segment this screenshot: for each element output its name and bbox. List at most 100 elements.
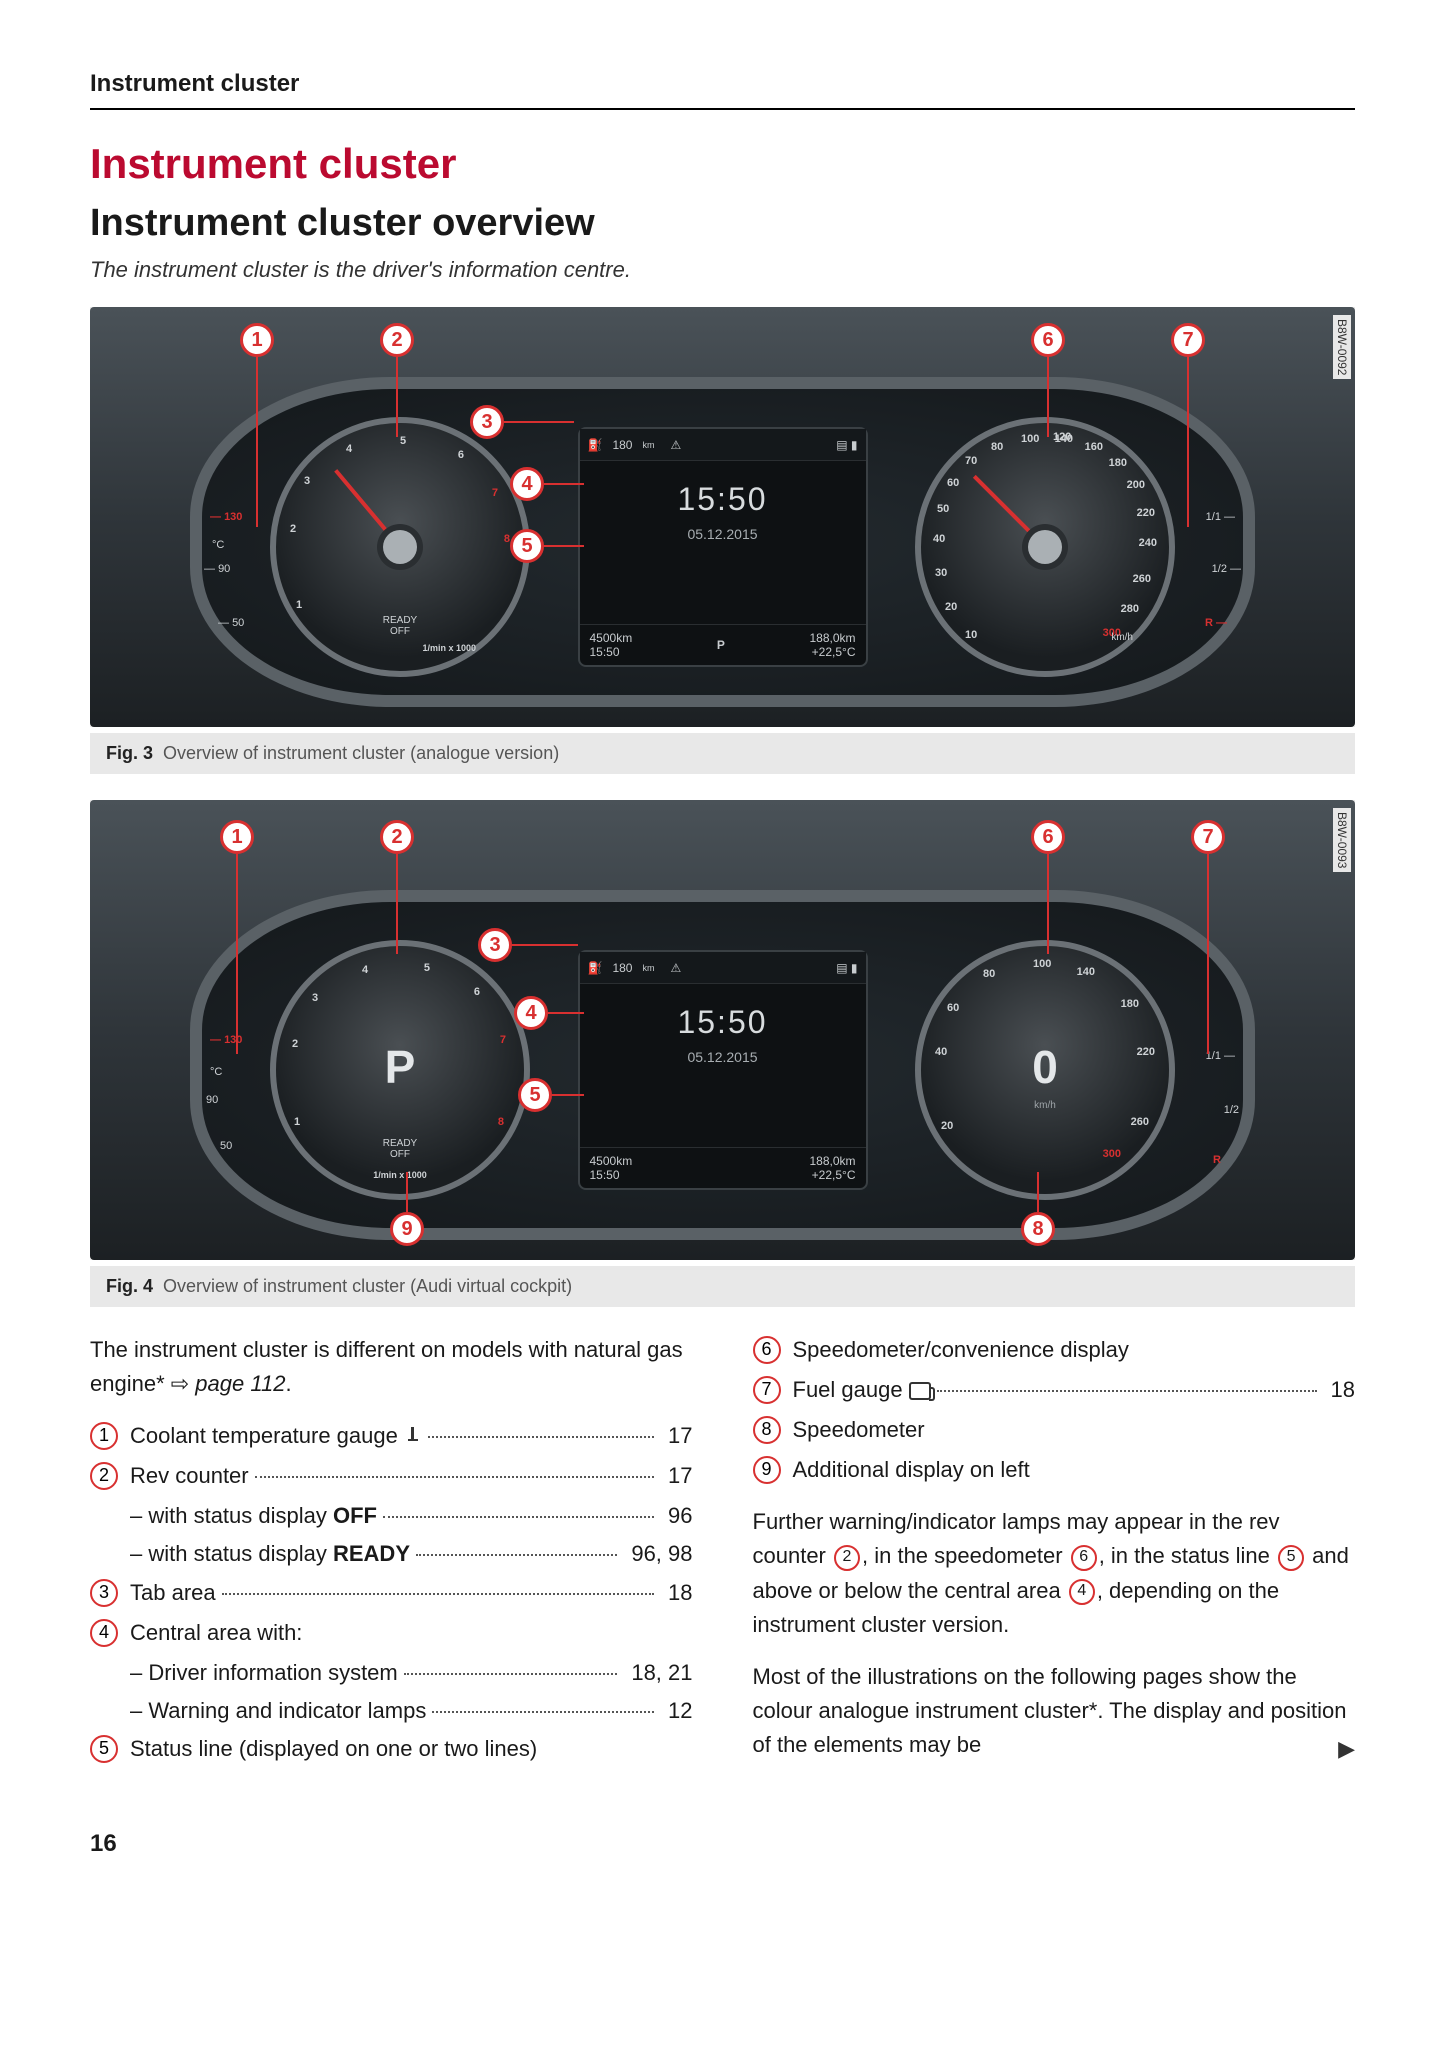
status-icons: ▤ ▮ [836,961,857,975]
clock-date: 05.12.2015 [580,526,866,542]
center-display: ⛽ 180 km ⚠ ▤ ▮ 15:50 05.12.2015 4500km 1… [578,427,868,667]
note-paragraph: Most of the illustrations on the followi… [753,1660,1356,1762]
callout-7: 7 [1191,820,1225,854]
callout-2: 2 [380,820,414,854]
legend-page: 18 [660,1576,692,1610]
tach-label: 8 [498,1116,504,1128]
legend-item: 4Central area with: [90,1616,693,1650]
callout-7: 7 [1171,323,1205,357]
section-title: Instrument cluster overview [90,202,1355,245]
legend-number: 1 [90,1422,118,1450]
callout-1: 1 [220,820,254,854]
coolant-temp-icon [404,1427,422,1447]
speedo-label: 100 [1021,433,1039,445]
speedo-label: 100 [1033,958,1051,970]
warning-icon: ⚠ [670,438,681,452]
range-value: 180 [612,961,632,975]
fuel-gauge: 1/1 — 1/2 — R — [1125,507,1235,657]
range-unit: km [642,963,654,973]
warning-icon: ⚠ [670,961,681,975]
legend-page: 17 [660,1459,692,1493]
callout-2: 2 [380,323,414,357]
speedo-label: 140 [1055,433,1073,445]
range-unit: km [642,440,654,450]
speedo-label: 40 [935,1046,947,1058]
tach-label: 6 [458,449,464,461]
ready-badge: READY OFF [383,615,417,637]
speedo-label: 180 [1109,457,1127,469]
ref-circle-2: 2 [834,1545,860,1571]
legend-item: 2Rev counter17 [90,1459,693,1493]
legend-sub-item: – with status display READY96, 98 [130,1537,693,1571]
tach-label: 8 [504,533,510,545]
clock-time: 15:50 [580,481,866,518]
figure-3: B8W-0092 1 2 3 4 5 6 7 8 READY OFF 1/min… [90,307,1355,727]
clock-time: 15:50 [580,1004,866,1041]
status-bar: ⛽ 180 km ⚠ ▤ ▮ [580,429,866,461]
speedo-label: 80 [991,441,1003,453]
status-bar: ⛽ 180 km ⚠ ▤ ▮ [580,952,866,984]
cluster-virtual: B8W-0093 P 1 2 3 4 5 6 7 8 READY OFF 1/m… [90,800,1355,1260]
speed-big: 0 [1032,1040,1058,1094]
legend-label: Tab area [130,1576,216,1610]
tach-label: 3 [312,992,318,1004]
warning-paragraph: Further warning/indicator lamps may appe… [753,1505,1356,1641]
image-code: B8W-0093 [1333,808,1351,872]
gear-indicator: P [717,638,725,652]
speedo-label: 50 [937,503,949,515]
legend-number: 6 [753,1336,781,1364]
ref-circle-5: 5 [1278,1545,1304,1571]
legend-page: 96, 98 [623,1537,692,1571]
legend-item: 1Coolant temperature gauge17 [90,1419,693,1453]
coolant-temp-gauge: — 130 °C 90 50 [210,1030,320,1180]
ref-circle-4: 4 [1069,1579,1095,1605]
cluster-analogue: B8W-0092 1 2 3 4 5 6 7 8 READY OFF 1/min… [90,307,1355,727]
tach-unit: 1/min x 1000 [422,643,476,653]
legend-number: 4 [90,1619,118,1647]
tach-label: 3 [304,475,310,487]
legend-number: 2 [90,1462,118,1490]
figure-4: B8W-0093 P 1 2 3 4 5 6 7 8 READY OFF 1/m… [90,800,1355,1260]
legend-item: 7Fuel gauge18 [753,1373,1356,1407]
speedo-label: 10 [965,629,977,641]
legend-item: 5Status line (displayed on one or two li… [90,1732,693,1766]
legend-page: 96 [660,1499,692,1533]
legend-label: Additional display on left [793,1453,1356,1487]
callout-1: 1 [240,323,274,357]
legend-item: 3Tab area18 [90,1576,693,1610]
legend-item: 9 Additional display on left [753,1453,1356,1487]
tach-label: 6 [474,986,480,998]
legend-label: Speedometer [793,1413,1356,1447]
gear-big: P [385,1040,416,1094]
legend-number: 9 [753,1456,781,1484]
speedo-label: 80 [983,968,995,980]
fuel-range-icon: ⛽ [588,961,603,975]
clock-small: 15:50 [590,645,633,659]
fig4-caption: Fig. 4 Overview of instrument cluster (A… [90,1266,1355,1307]
speedo-label: 160 [1085,441,1103,453]
tach-label: 5 [400,435,406,447]
legend-label: Speedometer/convenience display [793,1333,1356,1367]
speedo-label: 60 [947,1002,959,1014]
ready-badge: READY OFF [383,1138,417,1160]
status-line: 4500km 15:50 P 188,0km +22,5°C [580,624,866,665]
callout-9: 9 [390,1212,424,1246]
speedo-label: 20 [941,1120,953,1132]
page-title: Instrument cluster [90,140,1355,188]
speedo-label: 300 [1103,1148,1121,1160]
outside-temp: +22,5°C [809,645,855,659]
legend-item: 6 Speedometer/convenience display [753,1333,1356,1367]
legend-sub-label: – with status display OFF [130,1499,377,1533]
legend-sub-label: – Driver information system [130,1656,398,1690]
speedo-label: 30 [935,567,947,579]
legend-sub-item: – with status display OFF 96 [130,1499,693,1533]
legend-page: 17 [660,1419,692,1453]
callout-3: 3 [478,928,512,962]
range-value: 180 [612,438,632,452]
legend-number: 8 [753,1416,781,1444]
tach-unit: 1/min x 1000 [373,1170,427,1180]
callout-6: 6 [1031,323,1065,357]
running-header: Instrument cluster [90,70,1355,110]
legend-number: 7 [753,1376,781,1404]
legend-item: 8 Speedometer [753,1413,1356,1447]
